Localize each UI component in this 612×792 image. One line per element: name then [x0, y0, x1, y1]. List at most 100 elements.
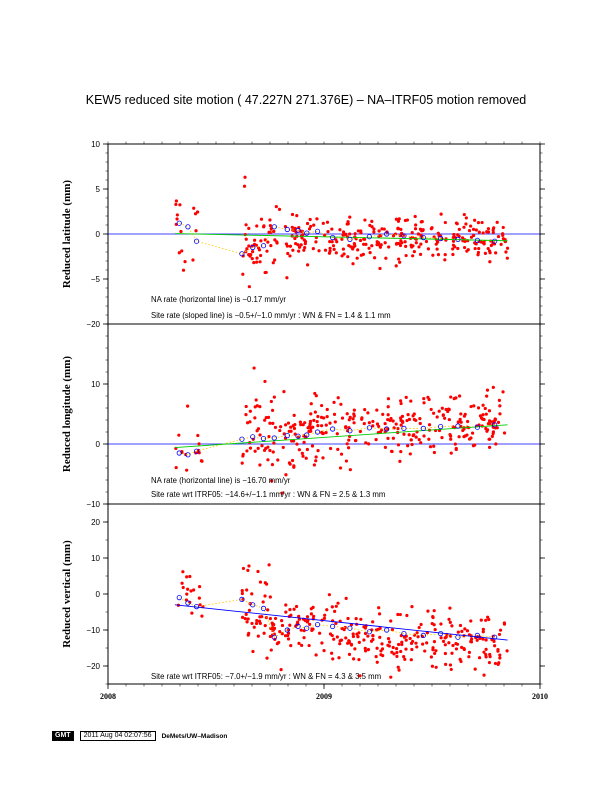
- vertical-data-point: [357, 631, 360, 634]
- vertical-data-point: [241, 592, 244, 595]
- longitude-data-point: [448, 433, 451, 436]
- vertical-data-point: [375, 655, 378, 658]
- latitude-data-point: [348, 232, 351, 235]
- vertical-data-point: [498, 633, 501, 636]
- vertical-data-point: [450, 668, 453, 671]
- latitude-data-point: [357, 229, 360, 232]
- longitude-data-point: [316, 424, 319, 427]
- latitude-data-point: [502, 226, 505, 229]
- vertical-data-point: [410, 658, 413, 661]
- latitude-data-point: [248, 285, 251, 288]
- latitude-data-point: [463, 213, 466, 216]
- latitude-data-point: [440, 213, 443, 216]
- longitude-data-point: [293, 427, 296, 430]
- latitude-data-point: [344, 233, 347, 236]
- longitude-data-point: [440, 436, 443, 439]
- longitude-data-point: [381, 413, 384, 416]
- longitude-ytick-label: 10: [91, 380, 100, 389]
- latitude-data-point: [174, 203, 177, 206]
- longitude-data-point: [433, 451, 436, 454]
- latitude-data-point: [404, 245, 407, 248]
- longitude-data-point: [436, 415, 439, 418]
- latitude-ytick-label: 10: [91, 140, 100, 149]
- longitude-data-point: [449, 438, 452, 441]
- vertical-data-point: [352, 632, 355, 635]
- longitude-data-point: [334, 420, 337, 423]
- vertical-data-point: [250, 592, 253, 595]
- latitude-data-point: [404, 219, 407, 222]
- vertical-data-point: [459, 658, 462, 661]
- longitude-data-point: [301, 455, 304, 458]
- longitude-data-point: [375, 438, 378, 441]
- longitude-data-point: [497, 421, 500, 424]
- vertical-data-point: [188, 575, 191, 578]
- vertical-data-point: [297, 642, 300, 645]
- longitude-data-point: [469, 436, 472, 439]
- latitude-data-point: [314, 240, 317, 243]
- latitude-data-point: [410, 244, 413, 247]
- vertical-frame: [108, 504, 540, 684]
- longitude-data-point: [267, 435, 270, 438]
- longitude-data-point: [399, 399, 402, 402]
- footer-timestamp: 2011 Aug 04 02:07:56: [80, 731, 156, 741]
- latitude-data-point: [414, 223, 417, 226]
- latitude-monthly-mean: [194, 239, 198, 243]
- latitude-data-point: [400, 241, 403, 244]
- vertical-data-point: [347, 639, 350, 642]
- latitude-data-point: [255, 224, 258, 227]
- vertical-data-point: [444, 652, 447, 655]
- vertical-data-point: [276, 642, 279, 645]
- longitude-data-point: [314, 459, 317, 462]
- longitude-data-point: [359, 430, 362, 433]
- latitude-data-point: [317, 249, 320, 252]
- longitude-data-point: [422, 397, 425, 400]
- vertical-data-point: [431, 648, 434, 651]
- latitude-data-point: [335, 240, 338, 243]
- vertical-data-point: [371, 638, 374, 641]
- longitude-data-point: [177, 434, 180, 437]
- latitude-data-point: [265, 250, 268, 253]
- longitude-data-point: [326, 415, 329, 418]
- vertical-data-point: [410, 648, 413, 651]
- latitude-data-point: [259, 254, 262, 257]
- longitude-data-point: [484, 407, 487, 410]
- latitude-data-point: [286, 244, 289, 247]
- longitude-data-point: [248, 420, 251, 423]
- latitude-data-point: [387, 245, 390, 248]
- vertical-data-point: [257, 635, 260, 638]
- longitude-data-point: [466, 420, 469, 423]
- latitude-data-point: [477, 247, 480, 250]
- vertical-data-point: [244, 617, 247, 620]
- longitude-data-point: [387, 413, 390, 416]
- vertical-data-point: [315, 653, 318, 656]
- vertical-data-point: [287, 637, 290, 640]
- latitude-data-point: [303, 246, 306, 249]
- vertical-data-point: [469, 619, 472, 622]
- vertical-data-point: [430, 655, 433, 658]
- latitude-data-point: [255, 260, 258, 263]
- latitude-data-point: [291, 249, 294, 252]
- vertical-data-point: [323, 614, 326, 617]
- vertical-data-point: [336, 602, 339, 605]
- latitude-data-point: [356, 248, 359, 251]
- vertical-data-point: [405, 639, 408, 642]
- latitude-ytick-label: 0: [96, 230, 101, 239]
- latitude-data-point: [480, 221, 483, 224]
- vertical-data-point: [434, 649, 437, 652]
- latitude-data-point: [492, 228, 495, 231]
- vertical-data-point: [447, 618, 450, 621]
- longitude-data-point: [316, 449, 319, 452]
- latitude-data-point: [326, 230, 329, 233]
- latitude-data-point: [191, 258, 194, 261]
- longitude-data-point: [345, 459, 348, 462]
- vertical-data-point: [241, 616, 244, 619]
- longitude-data-point: [461, 429, 464, 432]
- longitude-data-point: [386, 437, 389, 440]
- vertical-data-point: [439, 622, 442, 625]
- longitude-data-point: [427, 438, 430, 441]
- vertical-data-point: [400, 641, 403, 644]
- vertical-data-point: [376, 661, 379, 664]
- latitude-data-point: [332, 244, 335, 247]
- longitude-data-point: [409, 399, 412, 402]
- longitude-data-point: [349, 468, 352, 471]
